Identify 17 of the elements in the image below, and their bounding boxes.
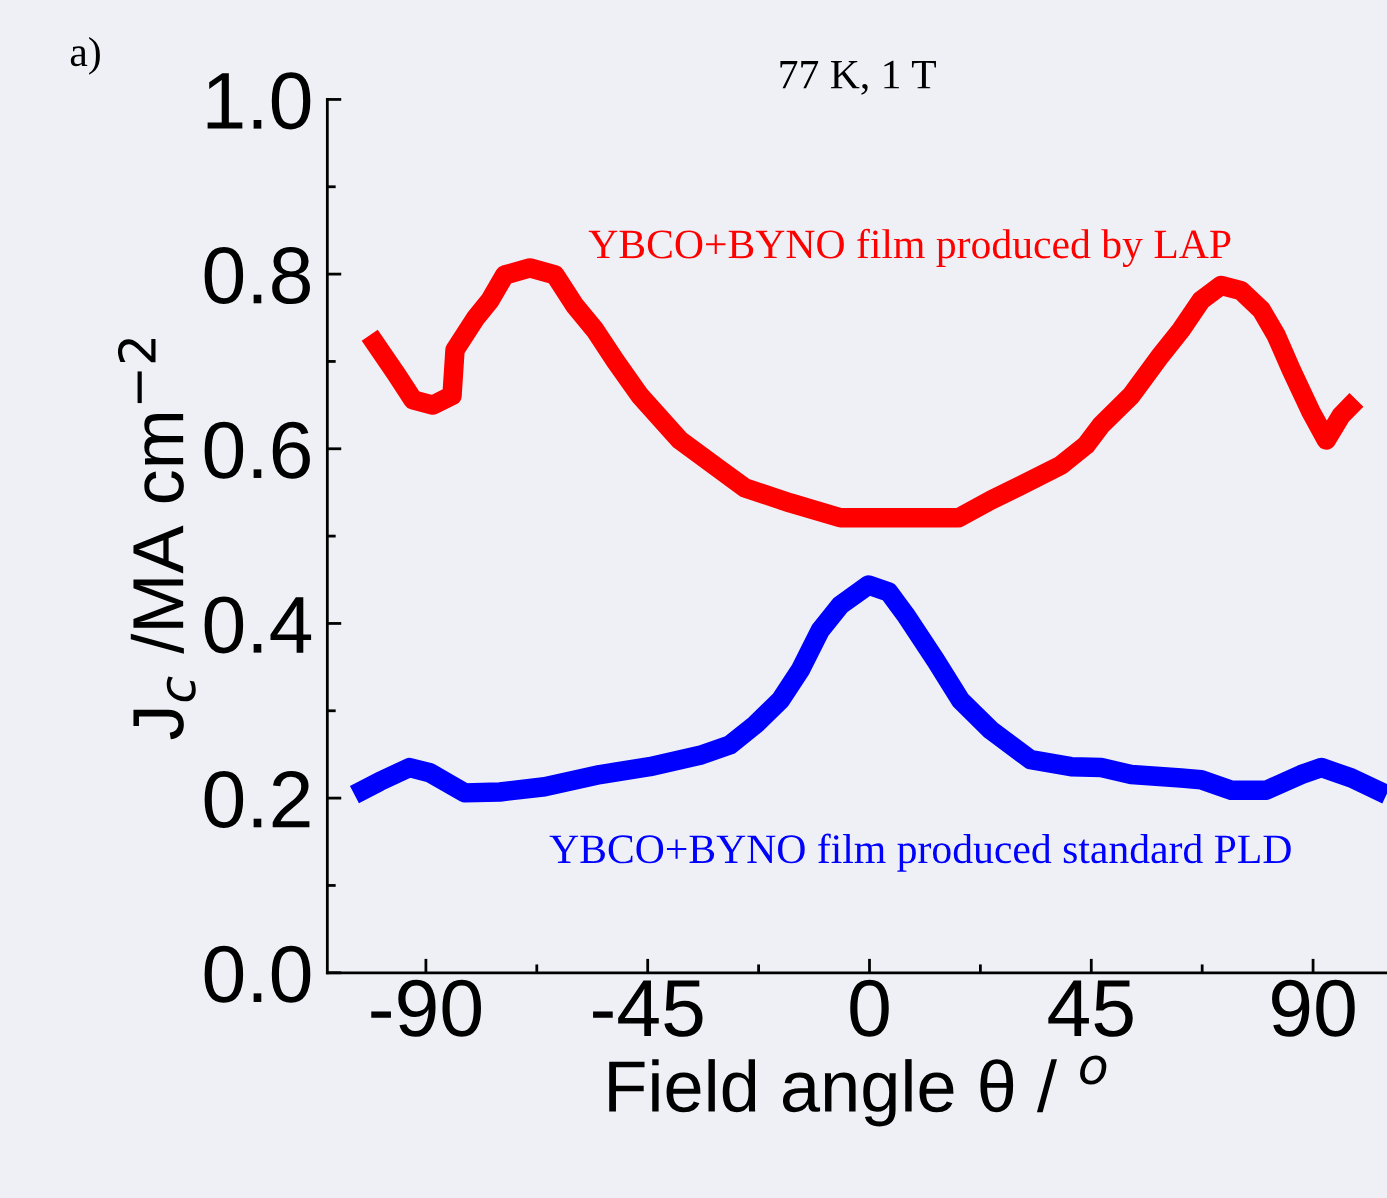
y-tick-label: 1.0 [207, 72, 311, 130]
x-tick-label: -90 [371, 979, 481, 1037]
y-tick-label: 0.4 [204, 596, 312, 654]
y-tick-label: 0.8 [204, 247, 310, 305]
x-tick-label: -45 [593, 980, 703, 1037]
x-axis-title: Field angle θ / $^{o}$ [609, 1055, 1107, 1127]
x-tick-label: 0 [850, 979, 889, 1037]
series-label: YBCO+BYNO film produced standard PLD [549, 833, 1291, 872]
x-tick-label: 45 [1048, 980, 1133, 1037]
text: a) [70, 36, 100, 75]
x-tick-label: 90 [1272, 979, 1355, 1037]
series-label: YBCO+BYNO film produced by LAP [588, 228, 1231, 268]
y-axis-title: J$_{c}$ /MA cm$^{−2}$ [117, 338, 196, 740]
y-tick-label: 0.6 [204, 421, 310, 479]
y-tick-label: 0.0 [204, 945, 311, 1003]
y-tick-label: 0.2 [204, 771, 310, 829]
chart-title: 77 K, 1 T [780, 60, 936, 95]
